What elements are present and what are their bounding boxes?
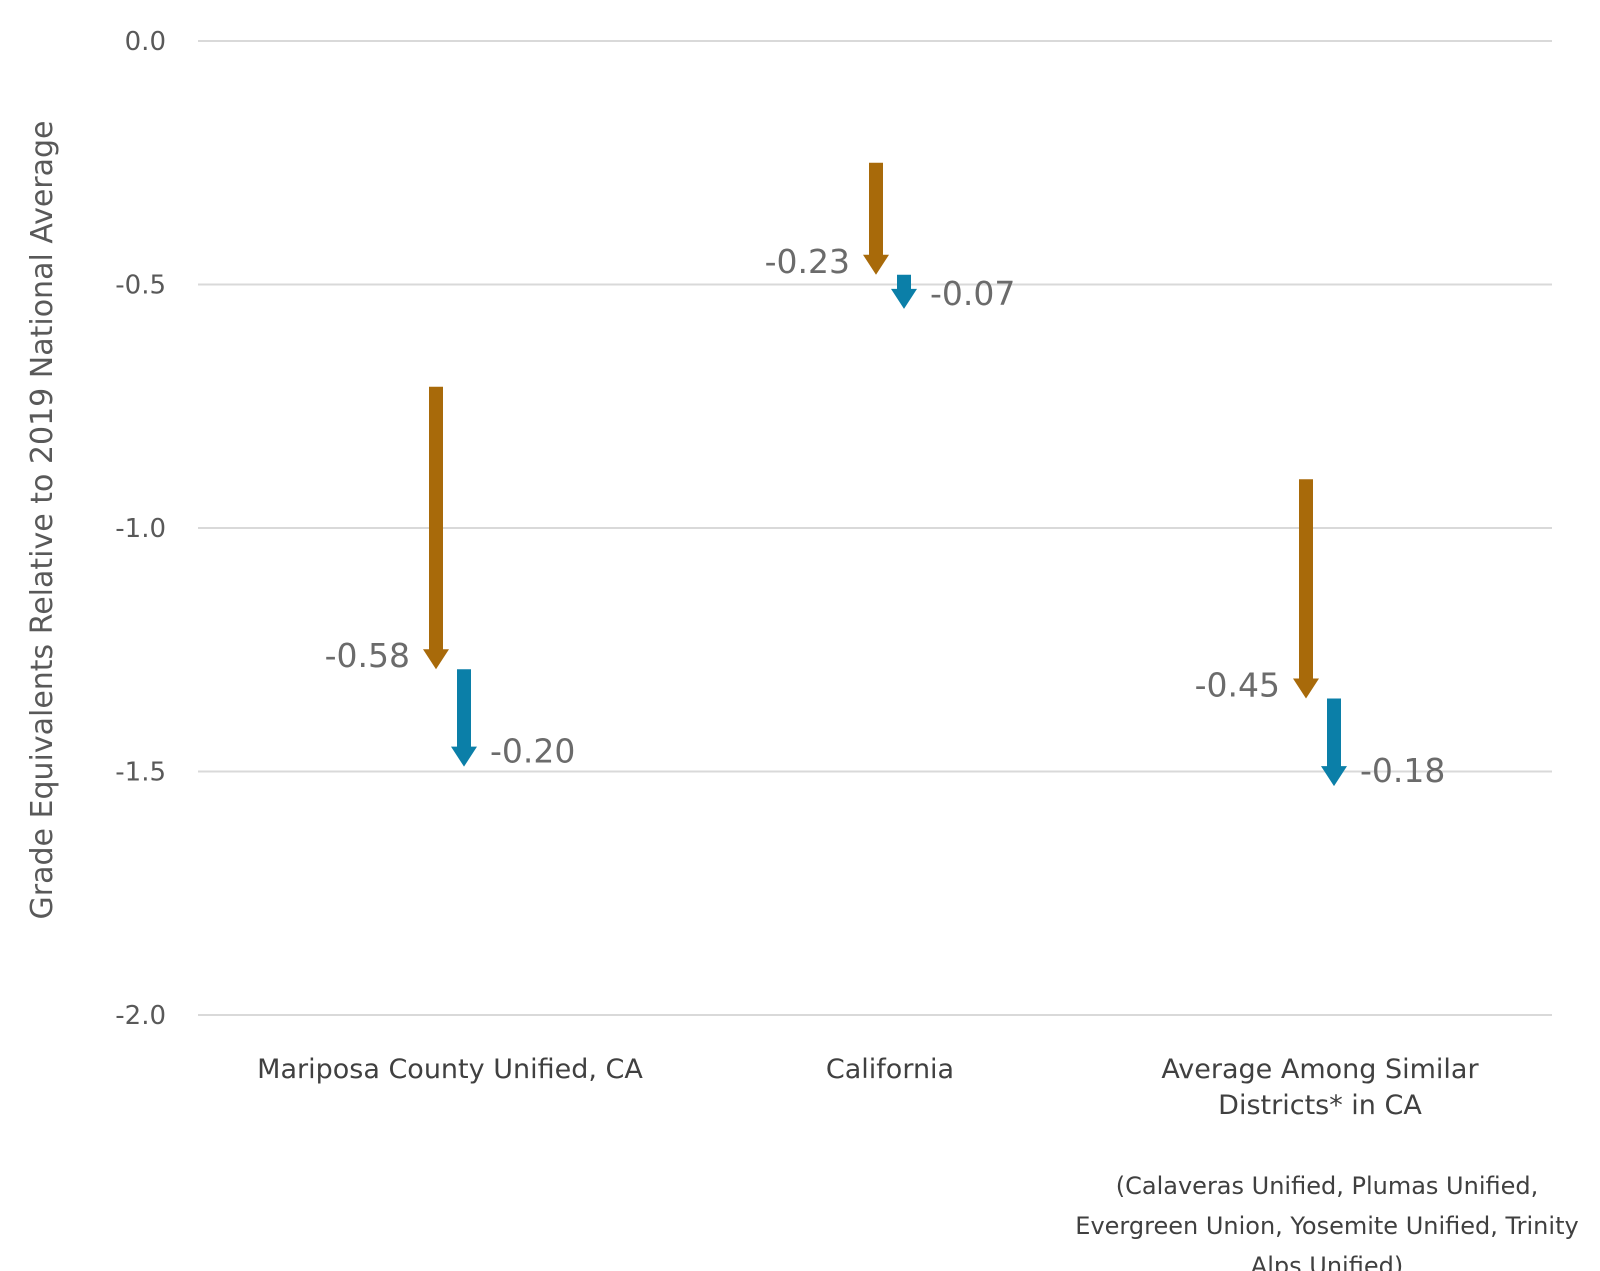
first-drop-arrow xyxy=(1293,479,1319,699)
footnote-line: Evergreen Union, Yosemite Unified, Trini… xyxy=(1075,1212,1578,1240)
footnote: (Calaveras Unified, Plumas Unified, Everg… xyxy=(1075,1172,1578,1271)
y-tick-label: -1.5 xyxy=(115,758,166,788)
second-drop-arrow xyxy=(451,669,477,767)
footnote-line: Alps Unified) xyxy=(1251,1252,1403,1271)
category-label: Mariposa County Unified, CA xyxy=(257,1054,643,1085)
second-drop-label: -0.20 xyxy=(490,732,575,771)
y-axis-ticks: 0.0 -0.5 -1.0 -1.5 -2.0 xyxy=(115,27,166,1031)
data-labels: -0.58 -0.20 -0.23 -0.07 -0.45 -0.18 xyxy=(325,242,1446,790)
y-tick-label: -1.0 xyxy=(115,514,166,544)
footnote-line: (Calaveras Unified, Plumas Unified, xyxy=(1116,1172,1538,1200)
first-drop-arrow xyxy=(863,162,889,275)
category-label: California xyxy=(826,1054,954,1085)
second-drop-arrow xyxy=(1321,698,1347,787)
y-tick-label: -0.5 xyxy=(115,271,166,301)
first-drop-arrow xyxy=(423,386,449,670)
first-drop-label: -0.58 xyxy=(325,636,410,675)
category-label: Districts* in CA xyxy=(1218,1090,1422,1121)
first-drop-label: -0.45 xyxy=(1195,665,1280,704)
second-drop-arrow xyxy=(891,274,917,309)
y-tick-label: 0.0 xyxy=(125,27,166,57)
y-tick-label: -2.0 xyxy=(115,1001,166,1031)
category-labels: Mariposa County Unified, CA California Ave… xyxy=(257,1054,1479,1121)
first-drop-label: -0.23 xyxy=(765,242,850,281)
drop-arrows xyxy=(423,162,1347,787)
category-label: Average Among Similar xyxy=(1161,1054,1479,1085)
second-drop-label: -0.18 xyxy=(1360,751,1445,790)
y-axis-label: Grade Equivalents Relative to 2019 Natio… xyxy=(25,120,60,919)
second-drop-label: -0.07 xyxy=(930,274,1015,313)
